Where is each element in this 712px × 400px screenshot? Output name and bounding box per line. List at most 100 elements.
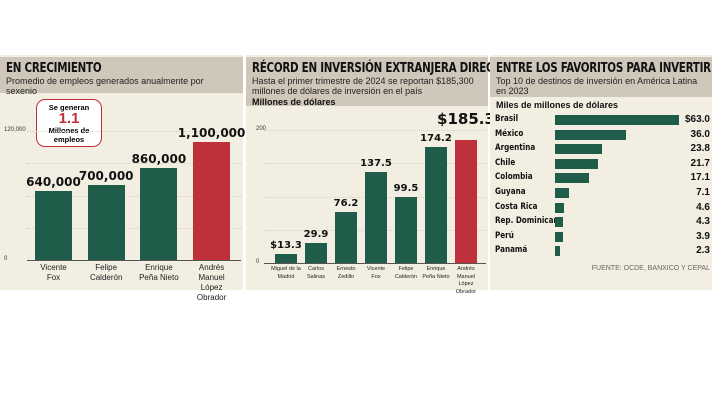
row-label: Costa Rica — [495, 201, 538, 212]
value-label: $185.3 — [437, 109, 495, 128]
row-label: Rep. Dominicana — [495, 216, 564, 227]
value-label: $13.3 — [270, 240, 302, 252]
panel-header: ENTRE LOS FAVORITOS PARA INVERTIR Top 10… — [490, 57, 712, 110]
category-label-line: Calderón — [394, 273, 418, 280]
y-tick-label: 0 — [256, 259, 260, 265]
x-axis-line — [264, 263, 486, 264]
category-label: Felipe Calderón — [80, 263, 133, 283]
gridline — [27, 227, 241, 229]
callout-box: Se generan 1.1 Millones de empleos — [36, 99, 102, 147]
category-label-line: Peña Nieto — [139, 273, 179, 282]
source-note: FUENTE: OCDE, BANXICO Y CEPAL — [591, 265, 710, 272]
bar-per- — [555, 231, 563, 242]
value-label: 4.3 — [696, 216, 710, 228]
gridline — [264, 163, 486, 165]
value-label: 2.3 — [696, 245, 710, 257]
callout-line1: Se generan — [48, 103, 90, 112]
row-label: Perú — [495, 230, 514, 241]
bar-felipe-calder-n — [395, 196, 417, 263]
value-label: 29.9 — [303, 229, 329, 241]
y-tick-label: 0 — [4, 256, 8, 262]
panel-header: EN CRECIMIENTO Promedio de empleos gener… — [0, 57, 243, 96]
category-label: Felipe Calderón — [390, 266, 422, 281]
row-label: Brasil — [495, 114, 519, 124]
y-tick-label: 120,000 — [4, 127, 26, 133]
category-label-line: Felipe — [398, 266, 414, 272]
category-label-line: Salinas — [306, 273, 326, 280]
value-label: 21.7 — [690, 157, 710, 169]
category-label: Andrés Manuel López Obrador — [450, 266, 482, 296]
value-label: 76.2 — [333, 198, 359, 210]
category-label: Enrique Peña Nieto — [420, 266, 452, 281]
category-label-line: Vicente — [366, 266, 386, 272]
bar-carlos-salinas — [305, 243, 327, 263]
category-label-line: Ernesto — [336, 266, 356, 272]
chart-subtitle: Top 10 de destinos de inversión en Améri… — [496, 76, 698, 96]
bar-andr-s-manuel-l-pez-obrador — [193, 141, 231, 260]
category-label: Vicente Fox — [27, 263, 80, 283]
value-label: 4.6 — [696, 201, 710, 213]
value-label: 99.5 — [393, 182, 419, 194]
bar-m-xico — [555, 129, 626, 140]
bar-vicente-fox — [35, 191, 72, 260]
chart-unit: Millones de dólares — [252, 97, 336, 107]
panel-latam-destinations: ENTRE LOS FAVORITOS PARA INVERTIR Top 10… — [490, 55, 712, 290]
bar-costa-rica — [555, 202, 565, 213]
bar-panam- — [555, 246, 560, 257]
bar-felipe-calder-n — [87, 184, 125, 260]
category-label-line: López Obrador — [196, 283, 227, 302]
category-label-line: Carlos — [308, 266, 324, 272]
bar-enrique-pe-a-nieto — [425, 147, 447, 263]
bar-brasil — [555, 115, 679, 125]
value-label: $63.0 — [684, 114, 710, 125]
category-label-line: Fox — [46, 273, 61, 282]
row-label: México — [495, 128, 524, 139]
category-label-line: Miguel de la — [271, 266, 301, 272]
chart-subtitle: Hasta el primer trimestre de 2024 se rep… — [252, 76, 474, 96]
row-label: Panamá — [495, 245, 528, 256]
value-label: 137.5 — [360, 157, 392, 169]
value-label: 1,100,000 — [177, 125, 246, 140]
x-axis-line — [27, 260, 241, 261]
chart-title: ENTRE LOS FAVORITOS PARA INVERTIR — [496, 60, 711, 76]
bar-andr-s-manuel-l-pez-obrador — [455, 139, 477, 263]
category-label-line: Peña Nieto — [422, 273, 450, 280]
bar-enrique-pe-a-nieto — [140, 167, 178, 260]
category-label: Vicente Fox — [360, 266, 392, 281]
value-label: 23.8 — [690, 143, 710, 155]
bar-chile — [555, 158, 598, 169]
value-label: 700,000 — [78, 168, 134, 183]
bar-argentina — [555, 144, 602, 155]
y-tick-label: 200 — [256, 126, 267, 132]
gridline — [264, 130, 486, 131]
category-label-line: Andrés Manuel — [456, 266, 476, 280]
bar-ernesto-zedillo — [335, 212, 357, 263]
panel-employment: EN CRECIMIENTO Promedio de empleos gener… — [0, 55, 245, 302]
callout-line2: Millones de — [48, 126, 90, 135]
value-label: 17.1 — [690, 172, 710, 184]
value-label: 7.1 — [696, 187, 710, 198]
row-label: Argentina — [495, 143, 536, 154]
bar-guyana — [555, 188, 569, 198]
chart-title: RÉCORD EN INVERSIÓN EXTRANJERA DIRECTA — [252, 60, 508, 76]
chart-title: EN CRECIMIENTO — [6, 60, 102, 76]
value-label: 3.9 — [696, 230, 710, 242]
category-label: Enrique Peña Nieto — [132, 263, 185, 283]
value-label: 640,000 — [26, 175, 81, 190]
chart-subtitle: Promedio de empleos generados anualmente… — [6, 76, 204, 96]
panel-header: RÉCORD EN INVERSIÓN EXTRANJERA DIRECTA H… — [246, 57, 508, 107]
category-label: Ernesto Zedillo — [330, 266, 362, 281]
category-label: Miguel de la Madrid — [270, 266, 302, 281]
value-label: 860,000 — [131, 151, 187, 166]
category-label: Andrés Manuel López Obrador — [185, 263, 238, 303]
row-label: Colombia — [495, 172, 533, 183]
category-label-line: Felipe — [95, 263, 118, 272]
gridline — [27, 195, 241, 197]
row-label: Guyana — [495, 187, 526, 197]
value-label: 174.2 — [420, 133, 452, 145]
category-label-line: Enrique — [145, 263, 173, 272]
category-label-line: Madrid — [277, 273, 295, 280]
category-label-line: Enrique — [426, 266, 446, 272]
category-label-line: Fox — [371, 273, 381, 280]
category-label-line: Vicente — [40, 263, 67, 272]
